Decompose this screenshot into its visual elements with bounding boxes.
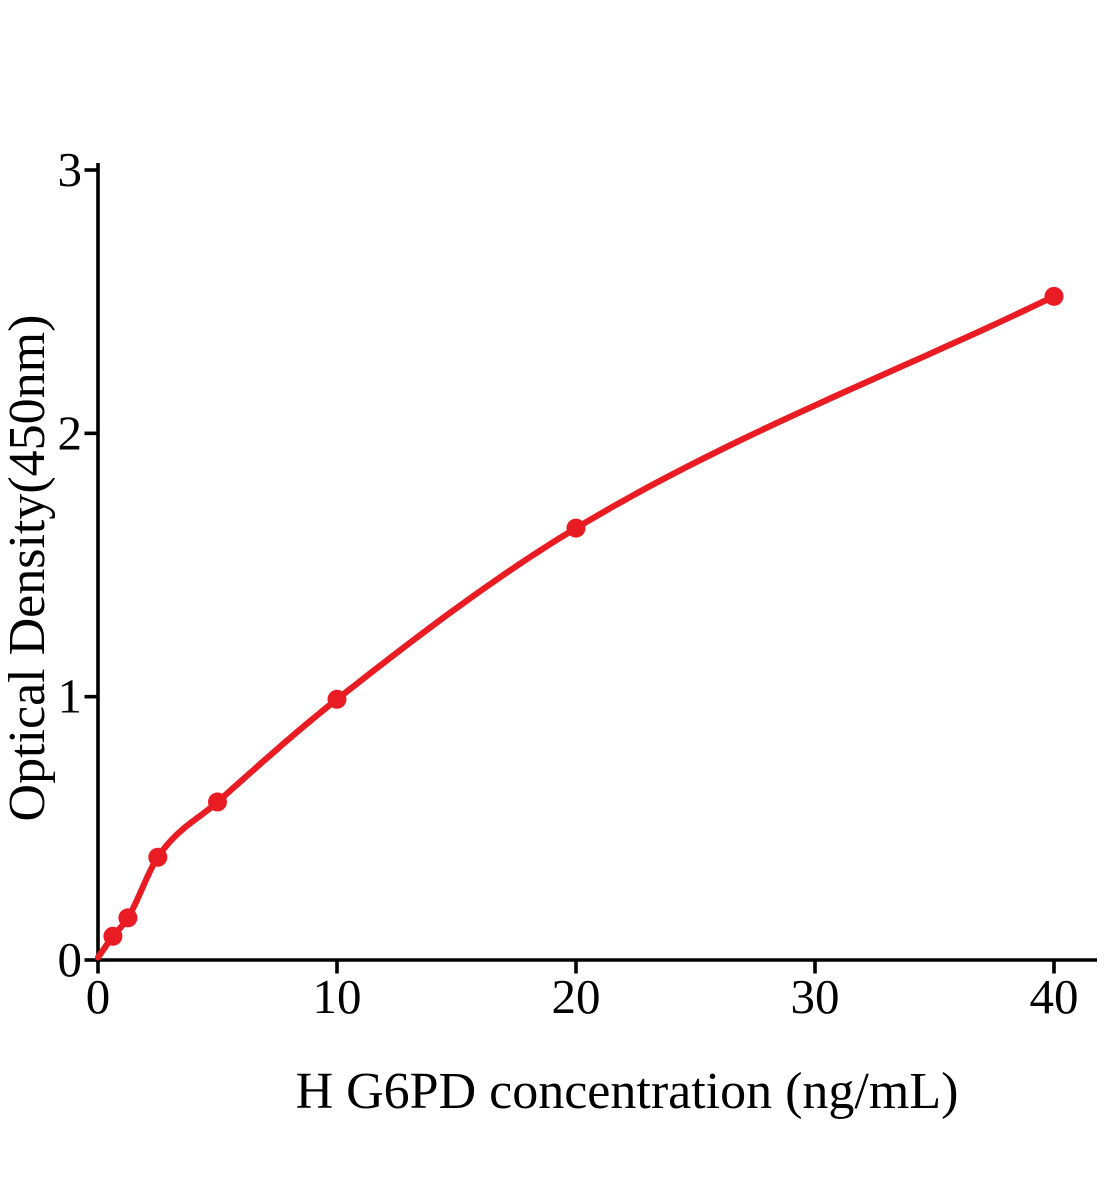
x-axis-title: H G6PD concentration (ng/mL) bbox=[296, 1063, 959, 1120]
y-tick-label: 1 bbox=[58, 669, 83, 724]
x-tick-label: 10 bbox=[313, 969, 362, 1024]
y-tick-label: 0 bbox=[58, 932, 83, 987]
data-point bbox=[103, 926, 123, 946]
y-axis-title: Optical Density(450nm) bbox=[0, 315, 56, 822]
data-points bbox=[103, 286, 1064, 946]
x-tick-label: 40 bbox=[1030, 969, 1079, 1024]
x-tick-label: 20 bbox=[552, 969, 601, 1024]
axis-ticks: 0 10 20 30 40 0 1 2 3 bbox=[58, 142, 1079, 1024]
fit-curve bbox=[94, 293, 1058, 961]
x-tick-label: 0 bbox=[86, 969, 111, 1024]
data-point bbox=[327, 689, 347, 709]
x-tick-label: 30 bbox=[791, 969, 840, 1024]
data-point bbox=[1044, 286, 1064, 306]
axis-spine bbox=[96, 163, 1097, 962]
data-point bbox=[208, 792, 227, 812]
data-point bbox=[148, 847, 168, 867]
y-tick-label: 2 bbox=[58, 405, 83, 460]
y-tick-label: 3 bbox=[58, 142, 83, 197]
data-point bbox=[566, 518, 586, 538]
data-point bbox=[118, 908, 138, 928]
